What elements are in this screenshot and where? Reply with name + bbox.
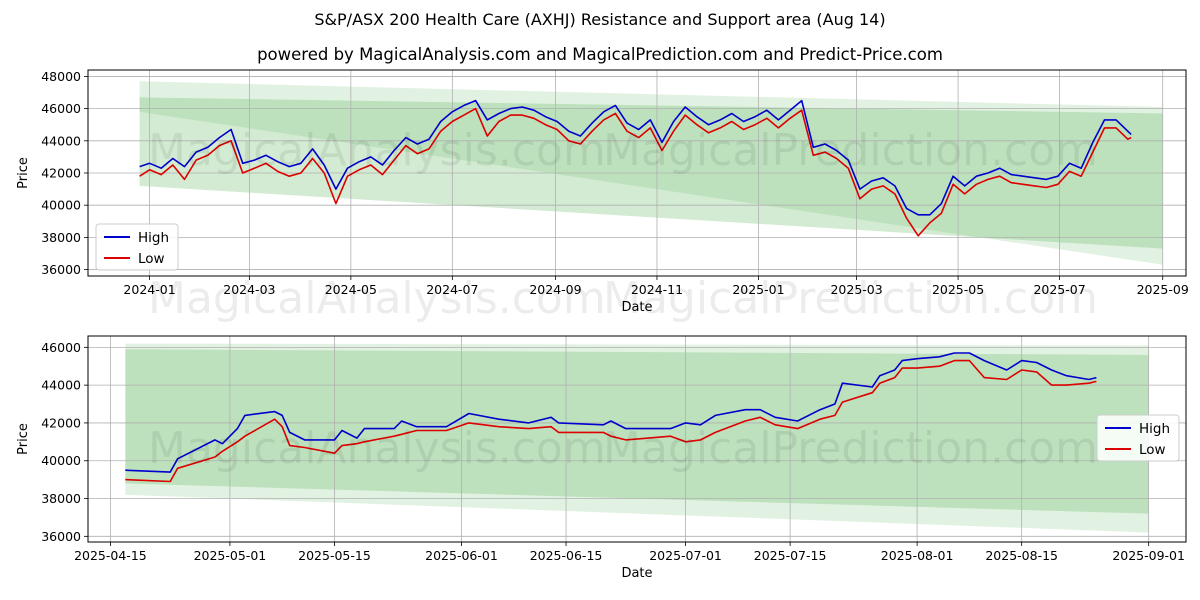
legend: High Low	[1096, 414, 1180, 462]
chart-title: S&P/ASX 200 Health Care (AXHJ) Resistanc…	[314, 10, 886, 29]
watermark-left: MagicalAnalysis.com	[148, 125, 606, 176]
band-2	[125, 349, 1149, 514]
x-tick-label: 2024-11	[631, 282, 683, 297]
y-tick-label: 44000	[41, 378, 81, 393]
chart-panel-2: 2025-04-15 2025-05-01 2025-05-15 2025-06-01…	[16, 335, 1187, 581]
x-tick-label: 2025-04-15	[74, 548, 147, 563]
y-tick-label: 36000	[41, 262, 81, 277]
watermark-right: MagicalPrediction.com	[603, 125, 1098, 176]
chart-subtitle: powered by MagicalAnalysis.com and Magic…	[257, 45, 943, 64]
x-tick-label: 2025-05-01	[194, 548, 267, 563]
x-tick-label: 2025-09-01	[1112, 548, 1185, 563]
x-tick-label: 2025-05	[932, 282, 984, 297]
x-tick-label: 2025-06-01	[425, 548, 498, 563]
x-tick-label: 2025-03	[830, 282, 882, 297]
y-tick-label: 38000	[41, 230, 81, 245]
y-tick-label: 44000	[41, 133, 81, 148]
x-tick-label: 2024-01	[123, 282, 175, 297]
y-axis-label: Price	[16, 157, 31, 189]
x-tick-label: 2025-01	[732, 282, 784, 297]
y-tick-label: 42000	[41, 166, 81, 181]
x-axis-label: Date	[621, 300, 652, 315]
y-tick-label: 40000	[41, 198, 81, 213]
legend-label-high: High	[138, 230, 169, 246]
series-line-low	[139, 107, 1132, 237]
plot-frame	[87, 69, 1187, 277]
band-1	[125, 343, 1149, 533]
x-tick-label: 2025-08-01	[881, 548, 954, 563]
legend: High Low	[95, 223, 179, 271]
y-tick-label: 36000	[41, 529, 81, 544]
watermark-left: MagicalAnalysis.com	[148, 423, 606, 474]
series-line-high	[125, 352, 1097, 473]
watermark-right: MagicalPrediction.com	[603, 273, 1098, 324]
plot-frame	[87, 335, 1187, 543]
watermark-right: MagicalPrediction.com	[603, 423, 1098, 474]
y-tick-label: 38000	[41, 491, 81, 506]
chart-panel-1: 2024-01 2024-03 2024-05 2024-07 2024-09 2024-…	[16, 69, 1189, 324]
x-tick-label: 2024-09	[529, 282, 581, 297]
legend-label-low: Low	[1139, 442, 1166, 458]
x-tick-label: 2025-09	[1137, 282, 1189, 297]
x-tick-label: 2024-05	[325, 282, 377, 297]
y-tick-label: 46000	[41, 101, 81, 116]
legend-label-high: High	[1139, 421, 1170, 437]
x-tick-label: 2025-08-15	[985, 548, 1058, 563]
x-tick-label: 2024-03	[223, 282, 275, 297]
series-line-high	[139, 99, 1132, 216]
x-tick-label: 2025-05-15	[298, 548, 371, 563]
watermark-left: MagicalAnalysis.com	[148, 273, 606, 324]
y-tick-label: 40000	[41, 453, 81, 468]
legend-label-low: Low	[138, 251, 165, 267]
y-tick-label: 46000	[41, 340, 81, 355]
y-tick-label: 48000	[41, 69, 81, 84]
x-tick-label: 2025-07-15	[754, 548, 827, 563]
x-tick-label: 2024-07	[426, 282, 478, 297]
x-tick-label: 2025-07-01	[649, 548, 722, 563]
x-tick-label: 2025-07	[1033, 282, 1085, 297]
x-tick-label: 2025-06-15	[530, 548, 603, 563]
x-axis-label: Date	[621, 566, 652, 581]
y-tick-label: 42000	[41, 415, 81, 430]
y-axis-label: Price	[16, 423, 31, 455]
series-line-low	[125, 359, 1097, 483]
